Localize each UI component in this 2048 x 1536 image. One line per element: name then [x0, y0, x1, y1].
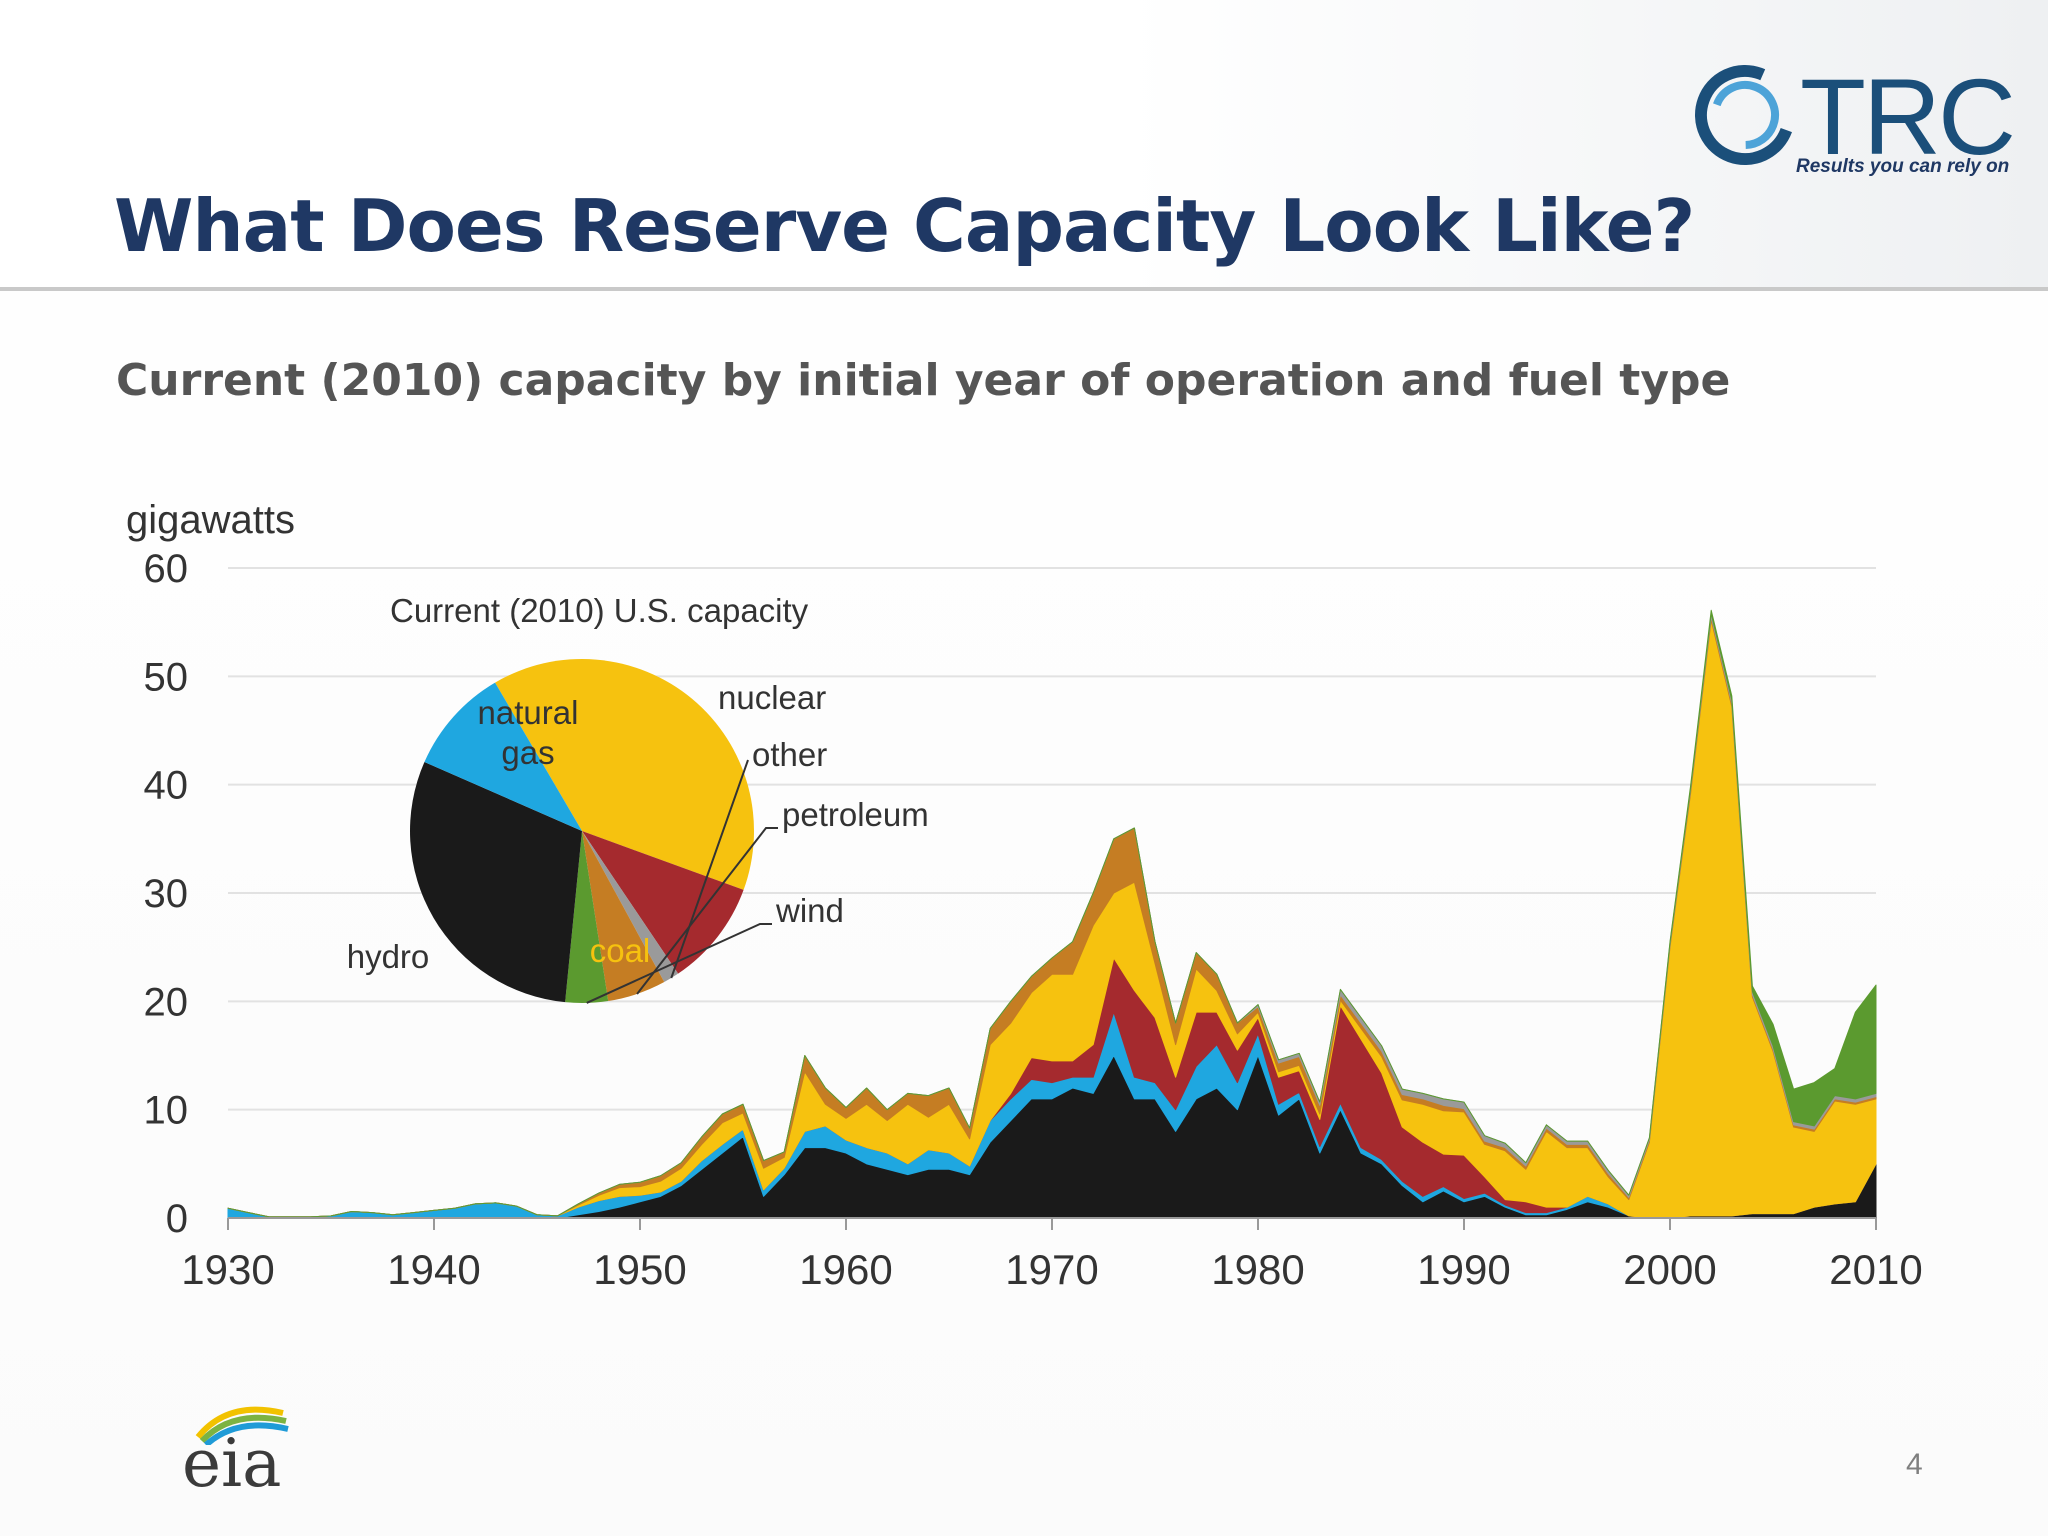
area-series-wind [227, 609, 1877, 1218]
pie-leader-wind [586, 923, 772, 1004]
eia-swoosh-icon [195, 1406, 289, 1445]
pie-slice-other [582, 831, 679, 983]
pie-slice-natural_gas [495, 659, 754, 890]
y-tick-label-10: 10 [144, 1089, 189, 1133]
x-tick-label-1940: 1940 [387, 1246, 480, 1293]
pie-slice-nuclear [582, 831, 744, 974]
pie-leader-other [670, 759, 749, 979]
pie-label-other: other [752, 736, 827, 773]
y-tick-label-30: 30 [144, 872, 189, 916]
x-tick-label-1950: 1950 [593, 1246, 686, 1293]
x-tick-label-2010: 2010 [1829, 1246, 1922, 1293]
logo-name: TRC [1800, 56, 2016, 177]
pie-label-nuclear: nuclear [718, 679, 826, 716]
x-tick-label-1960: 1960 [799, 1246, 892, 1293]
pie-label-wind: wind [775, 892, 844, 929]
pie-slice-petroleum [582, 831, 665, 1001]
pie-label-hydro: hydro [347, 938, 430, 975]
x-tick-label-1980: 1980 [1211, 1246, 1304, 1293]
pie-slice-hydro [424, 682, 582, 831]
pie-label-coal: coal [590, 932, 651, 969]
y-tick-label-0: 0 [166, 1197, 188, 1241]
eia-logo-text: eia [182, 1425, 282, 1502]
eia-logo: eia [178, 1395, 298, 1502]
trc-swirl-icon [1695, 65, 1795, 165]
y-tick-label-20: 20 [144, 980, 189, 1024]
slide-title: What Does Reserve Capacity Look Like? [114, 184, 1695, 268]
pie-slice-coal [410, 762, 582, 1003]
page-number: 4 [1906, 1448, 1923, 1481]
pie-label-natural_gas: natural gas [478, 694, 579, 771]
y-tick-label-40: 40 [144, 764, 189, 808]
capacity-chart: 0 10 20 30 40 50 60 gigawatts 1930 1940 1950 1960 19… [126, 498, 1923, 1293]
y-axis-label: gigawatts [126, 498, 295, 542]
y-tick-label-50: 50 [144, 655, 189, 699]
x-tick-label-1970: 1970 [1005, 1246, 1098, 1293]
pie-slice-wind [565, 831, 609, 1004]
x-tick-label-2000: 2000 [1623, 1246, 1716, 1293]
pie-label-petroleum: petroleum [782, 796, 929, 833]
logo-tagline: Results you can rely on [1796, 156, 2010, 177]
header-divider [0, 287, 2048, 291]
pie-leader-petroleum [636, 827, 778, 995]
y-tick-label-60: 60 [144, 547, 189, 591]
trc-logo: TRC Results you can rely on [1690, 56, 2020, 185]
pie-title: Current (2010) U.S. capacity [390, 592, 809, 629]
x-tick-label-1930: 1930 [181, 1246, 274, 1293]
slide-subtitle: Current (2010) capacity by initial year … [116, 355, 1731, 406]
x-tick-label-1990: 1990 [1417, 1246, 1510, 1293]
